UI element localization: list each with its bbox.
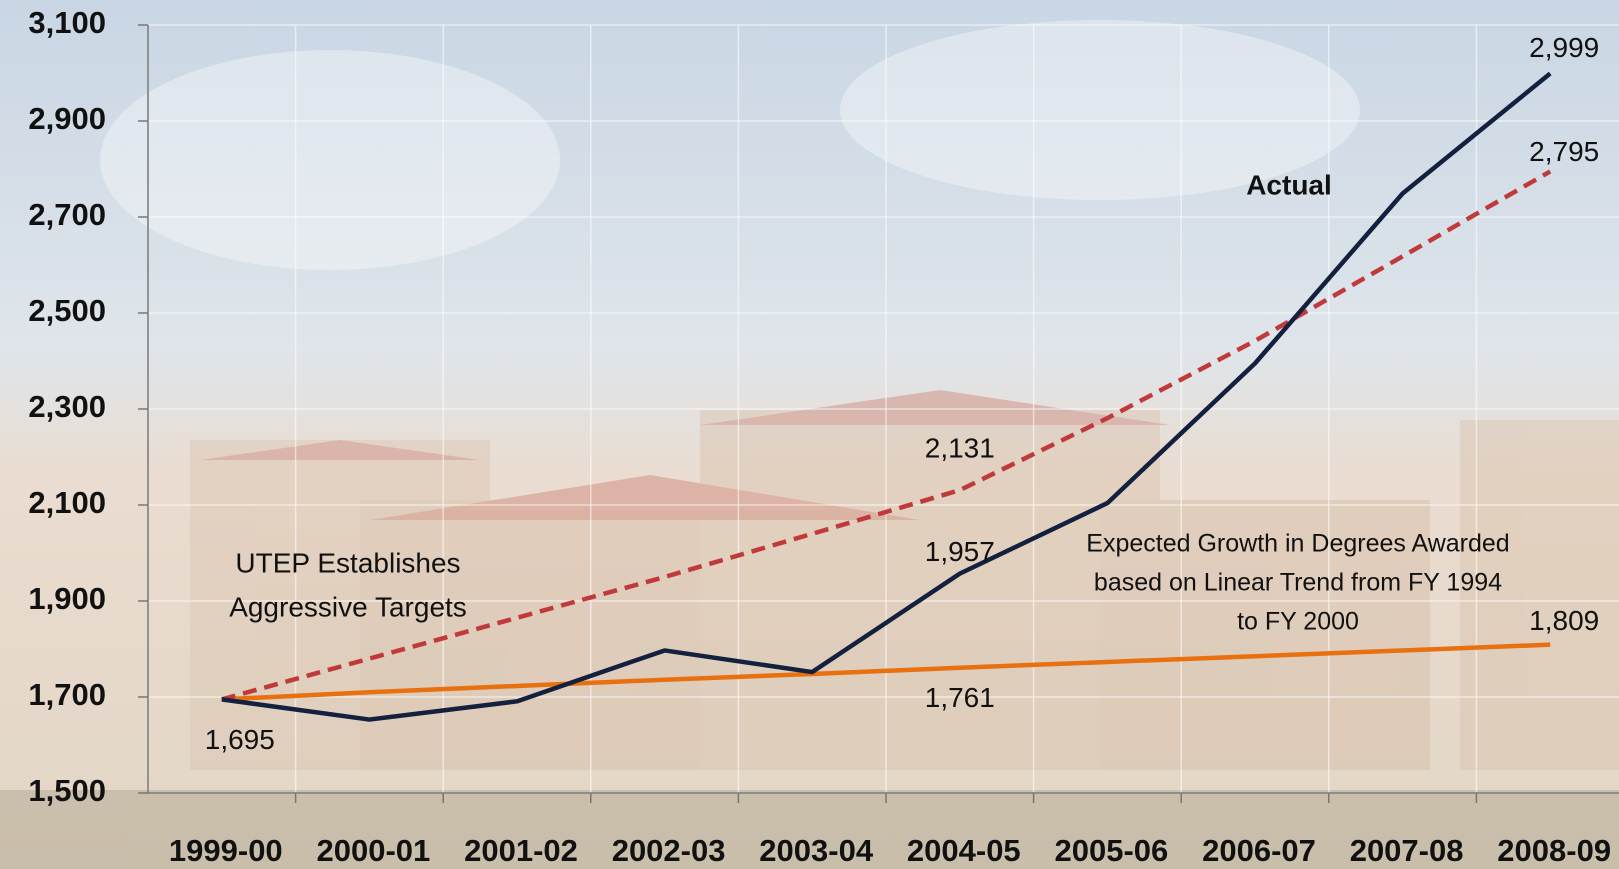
- series-line: [221, 71, 1552, 722]
- series-annotation: Expected Growth in Degrees Awarded: [1086, 530, 1509, 558]
- y-tick-label: 2,700: [28, 197, 106, 232]
- x-tick-label: 2007-08: [1350, 833, 1464, 868]
- x-tick-label: 2004-05: [907, 833, 1021, 868]
- data-label: 2,131: [925, 433, 995, 464]
- y-tick-label: 2,900: [28, 101, 106, 136]
- series-label: Actual: [1246, 169, 1332, 200]
- data-label: 1,695: [205, 724, 275, 755]
- series-annotation: UTEP Establishes: [235, 547, 460, 578]
- x-tick-label: 1999-00: [169, 833, 283, 868]
- x-tick-label: 2008-09: [1497, 833, 1611, 868]
- x-tick-label: 2002-03: [612, 833, 726, 868]
- y-tick-label: 3,100: [28, 5, 106, 40]
- y-tick-label: 2,300: [28, 389, 106, 424]
- data-label: 2,999: [1529, 32, 1599, 63]
- y-tick-label: 1,700: [28, 677, 106, 712]
- x-tick-label: 2005-06: [1055, 833, 1169, 868]
- data-label: 2,795: [1529, 136, 1599, 167]
- x-tick-label: 2000-01: [317, 833, 431, 868]
- series-annotation: to FY 2000: [1237, 608, 1359, 636]
- series-line: [221, 642, 1551, 702]
- x-tick-label: 2006-07: [1202, 833, 1316, 868]
- data-label: 1,809: [1529, 605, 1599, 636]
- x-tick-label: 2003-04: [759, 833, 874, 868]
- y-tick-label: 1,500: [28, 773, 106, 808]
- y-tick-label: 1,900: [28, 581, 106, 616]
- data-label: 1,761: [925, 682, 995, 713]
- series-annotation: based on Linear Trend from FY 1994: [1094, 569, 1502, 597]
- building-backdrop: [0, 20, 1619, 869]
- data-label: 1,957: [925, 536, 995, 567]
- y-tick-label: 2,100: [28, 485, 106, 520]
- series-line: [221, 169, 1552, 702]
- y-tick-label: 2,500: [28, 293, 106, 328]
- x-tick-label: 2001-02: [464, 833, 578, 868]
- series-annotation: Aggressive Targets: [229, 591, 467, 622]
